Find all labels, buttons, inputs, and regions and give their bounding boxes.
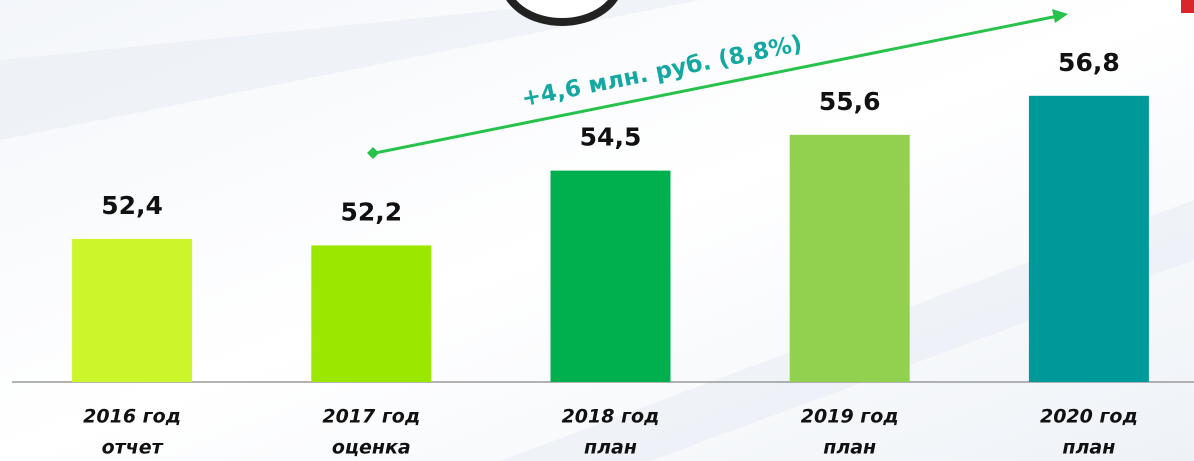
x-tick-label: отчет bbox=[102, 437, 164, 459]
value-label: 52,2 bbox=[340, 197, 402, 226]
bar bbox=[550, 170, 671, 382]
trend-arrow bbox=[374, 14, 1059, 155]
bar bbox=[72, 238, 193, 382]
corner-mark bbox=[1181, 0, 1194, 13]
bar bbox=[311, 245, 432, 382]
arrow-head bbox=[1052, 9, 1068, 23]
value-label: 54,5 bbox=[580, 123, 642, 152]
bar bbox=[1028, 95, 1149, 383]
x-tick-label: план bbox=[1062, 437, 1115, 459]
arrow-start bbox=[367, 147, 379, 159]
x-tick-label: 2020 год bbox=[1040, 406, 1138, 428]
x-tick-label: 2017 год bbox=[322, 406, 420, 428]
x-tick-label: план bbox=[823, 437, 876, 459]
value-label: 55,6 bbox=[819, 87, 881, 116]
bar bbox=[789, 134, 910, 382]
value-label: 56,8 bbox=[1058, 48, 1120, 77]
value-label: 52,4 bbox=[101, 191, 163, 220]
background-shape bbox=[0, 0, 700, 140]
x-tick-label: 2019 год bbox=[801, 406, 899, 428]
x-tick-label: оценка bbox=[332, 437, 411, 459]
top-emblem bbox=[506, 0, 618, 26]
x-tick-label: 2018 год bbox=[562, 406, 660, 428]
x-tick-label: 2016 год bbox=[83, 406, 181, 428]
x-tick-label: план bbox=[584, 437, 637, 459]
